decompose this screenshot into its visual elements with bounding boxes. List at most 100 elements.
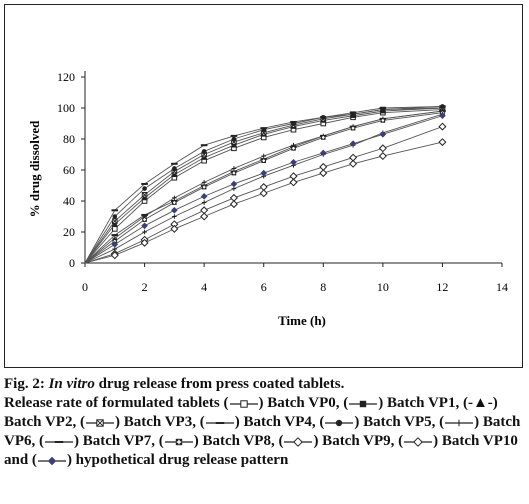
- data-point: [413, 436, 424, 447]
- data-point: [170, 224, 179, 233]
- legend-symbol-icon: [444, 417, 474, 429]
- data-point: [230, 180, 238, 188]
- data-point: [378, 144, 387, 153]
- y-tick-label: 40: [63, 194, 75, 208]
- data-point: [215, 421, 224, 424]
- data-point: [259, 189, 268, 198]
- x-tick-label: 2: [142, 280, 148, 294]
- data-point: [319, 169, 328, 178]
- data-point: [440, 104, 445, 109]
- data-point: [201, 149, 207, 154]
- data-point: [319, 149, 327, 157]
- data-point: [110, 251, 119, 260]
- x-tick-label: 10: [377, 280, 389, 294]
- data-point: [231, 170, 237, 176]
- legend-text: ) Batch VP1, (-▲-) Batch VP2, (: [4, 395, 498, 430]
- data-point: [200, 193, 208, 200]
- data-point: [229, 200, 238, 209]
- data-point: [261, 158, 267, 163]
- data-point: [293, 436, 304, 447]
- data-point: [112, 214, 118, 219]
- legend-text: ) Batch VP3, (: [114, 414, 205, 430]
- series-batch-vp10: [84, 138, 447, 264]
- release-chart: 0 2 4 6 8 10 12 14 0 20 40 60 80 100 120 Time (h) % dr…: [27, 70, 508, 328]
- data-point: [54, 440, 64, 443]
- series-batch-vp4: [84, 104, 445, 264]
- legend-text: ) Batch VP4, (: [234, 414, 325, 430]
- x-axis-label: Time (h): [278, 313, 326, 328]
- legend-symbol-icon: [403, 436, 433, 448]
- data-point: [141, 192, 148, 198]
- data-point: [111, 209, 119, 212]
- legend-text: ) Batch VP0, (: [258, 395, 349, 411]
- data-point: [172, 214, 177, 219]
- legend-symbol-icon: [283, 436, 313, 448]
- x-tick-label: 6: [261, 280, 267, 294]
- caption-intro: Release rate of formulated tablets (: [4, 395, 229, 411]
- series-line: [84, 141, 443, 264]
- series-line: [84, 110, 443, 264]
- data-point: [172, 200, 177, 205]
- data-point: [438, 122, 447, 131]
- data-point: [261, 127, 267, 132]
- y-tick-label: 60: [63, 163, 75, 177]
- data-point: [379, 131, 387, 138]
- data-point: [201, 184, 207, 190]
- x-tick-label: 14: [496, 280, 508, 294]
- data-point: [171, 162, 178, 165]
- data-point: [141, 182, 148, 185]
- legend-text: ) Batch VP10 and (: [4, 433, 518, 468]
- data-point: [140, 238, 149, 247]
- data-point: [200, 144, 208, 147]
- data-point: [320, 115, 326, 120]
- legend-text: ) Batch VP6, (: [4, 414, 521, 449]
- data-point: [350, 111, 356, 117]
- chart-axes: 0 2 4 6 8 10 12 14 0 20 40 60 80 100 120: [57, 70, 508, 294]
- x-tick-label: 8: [320, 280, 326, 294]
- data-point: [260, 169, 268, 177]
- y-axis-label: % drug dissolved: [27, 120, 42, 218]
- data-point: [172, 166, 177, 171]
- y-tick-label: 0: [69, 256, 75, 270]
- legend-symbol-icon: [348, 398, 378, 410]
- data-point: [378, 152, 387, 161]
- figure-frame: 0 2 4 6 8 10 12 14 0 20 40 60 80 100 120 Time (h) % dr…: [4, 4, 523, 368]
- data-point: [261, 153, 267, 159]
- series-hypothetical-drug-release-pattern: [84, 112, 446, 264]
- data-point: [320, 135, 326, 140]
- data-point: [142, 186, 147, 191]
- data-point: [172, 195, 177, 201]
- y-tick-label: 100: [57, 101, 75, 115]
- data-point: [289, 178, 298, 187]
- data-point: [141, 222, 148, 230]
- figure-caption: Fig. 2: In vitro drug release from press…: [4, 375, 525, 470]
- legend-symbol-icon: [164, 436, 194, 448]
- data-point: [380, 118, 386, 123]
- data-point: [438, 138, 447, 147]
- legend-symbol-icon: [37, 455, 67, 467]
- data-point: [142, 229, 147, 235]
- data-point: [290, 158, 297, 166]
- data-point: [111, 234, 119, 237]
- data-point: [230, 134, 238, 137]
- data-point: [455, 419, 463, 426]
- data-point: [291, 121, 296, 126]
- legend-symbol-icon: [324, 417, 354, 429]
- series-batch-vp7: [84, 110, 445, 264]
- data-point: [439, 112, 446, 120]
- data-point: [141, 213, 148, 216]
- data-point: [47, 456, 57, 465]
- data-point: [200, 212, 209, 221]
- data-point: [201, 180, 207, 185]
- y-tick-label: 120: [57, 70, 75, 84]
- data-point: [349, 159, 358, 168]
- series-batch-vp9: [84, 122, 447, 264]
- series-line: [84, 107, 443, 264]
- legend-symbol-icon: [85, 417, 115, 429]
- series-line: [84, 112, 443, 264]
- legend-text: ) Batch VP8, (: [193, 433, 284, 449]
- data-point: [96, 418, 104, 427]
- series-line: [84, 106, 443, 264]
- data-point: [380, 107, 386, 112]
- data-point: [175, 438, 182, 445]
